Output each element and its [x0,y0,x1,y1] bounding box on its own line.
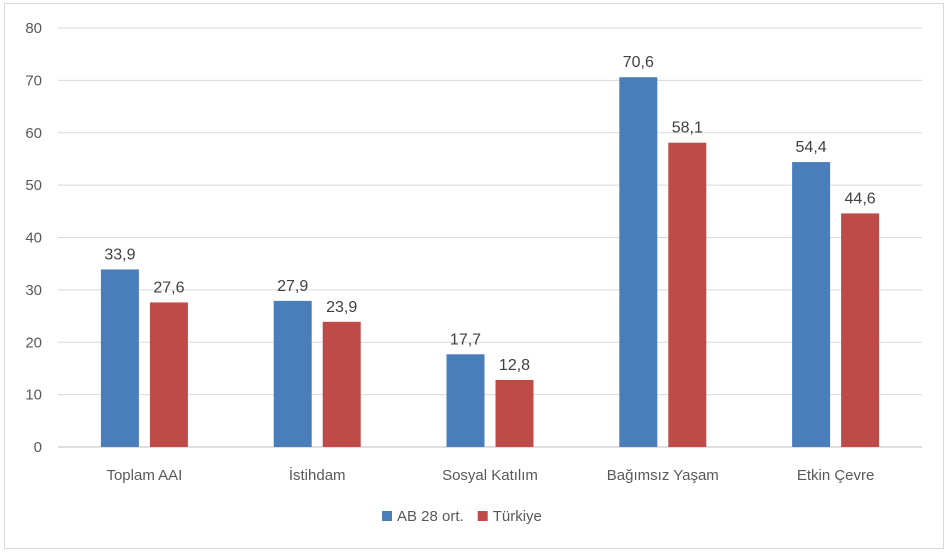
data-label: 17,7 [450,331,481,348]
x-tick-label: İstihdam [289,466,346,484]
legend-swatch [382,511,392,521]
bar-turkiye [668,142,707,448]
legend-label: Türkiye [493,508,542,525]
bar-ab28 [273,300,312,447]
x-tick-label: Bağımsız Yaşam [607,467,719,484]
data-label: 54,4 [796,139,827,156]
y-tick-label: 60 [25,125,42,142]
data-label: 12,8 [499,357,530,374]
x-tick-label: Toplam AAI [106,467,182,484]
bar-turkiye [495,379,534,447]
y-tick-label: 20 [25,334,42,351]
y-tick-label: 40 [25,230,42,247]
bar-turkiye [149,302,188,447]
y-tick-label: 30 [25,282,42,299]
data-label: 33,9 [104,246,135,263]
y-tick-label: 70 [25,72,42,89]
data-label: 27,9 [277,278,308,295]
bar-turkiye [322,321,361,447]
y-tick-label: 80 [25,20,42,37]
bar-ab28 [100,269,139,447]
data-label: 58,1 [672,120,703,137]
bar-ab28 [619,77,658,448]
legend-label: AB 28 ort. [397,508,464,525]
bar-ab28 [792,162,831,447]
y-tick-label: 0 [34,439,42,456]
bar-turkiye [841,213,880,447]
y-tick-label: 10 [25,387,42,404]
data-label: 70,6 [623,54,654,71]
x-tick-label: Etkin Çevre [797,467,875,484]
chart-frame [4,3,944,549]
data-label: 27,6 [153,279,184,296]
data-label: 23,9 [326,299,357,316]
x-tick-label: Sosyal Katılım [442,467,538,484]
bar-ab28 [446,354,485,447]
legend-swatch [477,511,488,521]
data-label: 44,6 [845,190,876,207]
y-tick-label: 50 [25,177,42,194]
